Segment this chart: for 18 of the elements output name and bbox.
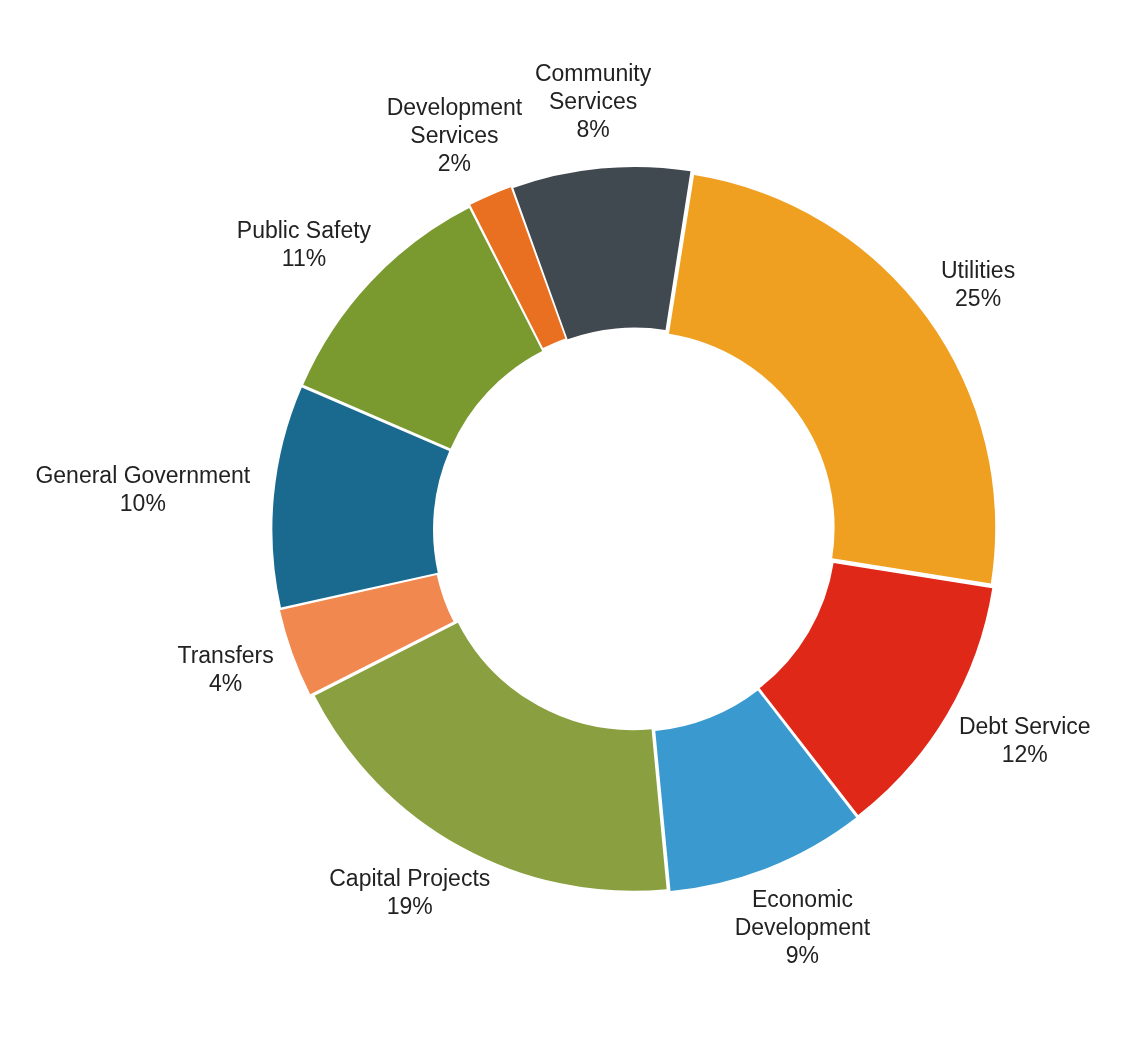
slice-label: Economic Development <box>734 886 871 941</box>
data-label: 4% <box>208 669 243 696</box>
data-label: 25% <box>955 285 1002 312</box>
slice-label: Public Safety <box>236 217 372 244</box>
data-label: 2% <box>437 149 472 176</box>
slice-label: General Government <box>35 462 251 489</box>
data-label: 10% <box>119 490 166 517</box>
data-label: 12% <box>1001 740 1048 767</box>
data-label: 19% <box>386 893 433 920</box>
slice-label: Community Services <box>534 60 652 115</box>
slice-label: Transfers <box>177 641 274 668</box>
slice-label: Utilities <box>941 257 1016 284</box>
data-label: 11% <box>281 245 327 272</box>
slice-label: Development Services <box>386 93 523 148</box>
slice-label: Capital Projects <box>329 865 491 892</box>
slice-label: Debt Service <box>958 712 1091 739</box>
data-label: 9% <box>785 942 820 969</box>
data-label: 8% <box>576 116 610 143</box>
